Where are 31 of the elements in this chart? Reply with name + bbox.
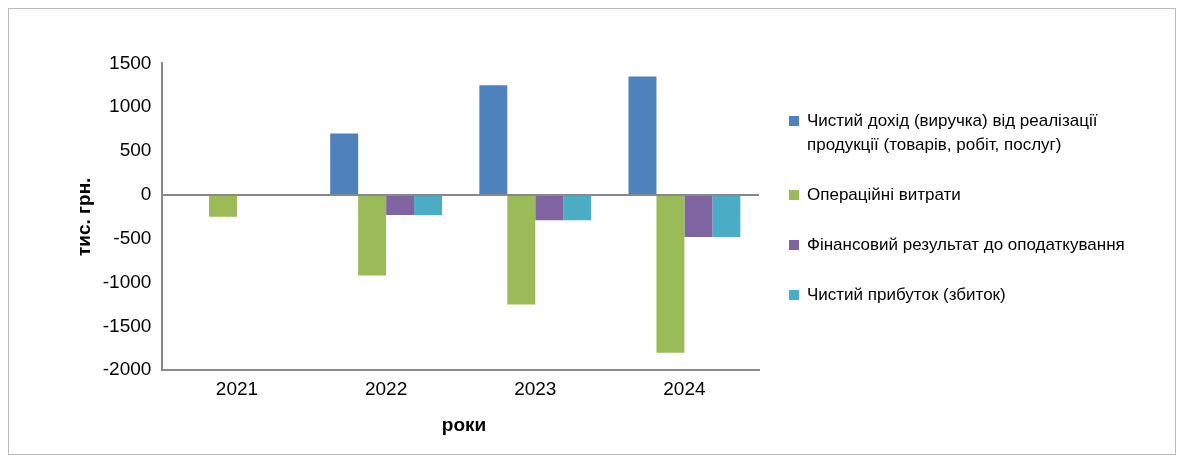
y-axis-title: тис. грн. bbox=[72, 177, 94, 256]
x-tick-label: 2022 bbox=[364, 377, 408, 399]
legend-label: Чистий дохід (виручка) від реалізації продукції (товарів, робіт, послуг) bbox=[807, 110, 1099, 156]
y-tick-label: 1000 bbox=[109, 95, 152, 117]
x-tick-label: 2023 bbox=[514, 377, 557, 399]
bar bbox=[386, 194, 415, 216]
y-tick-label: 1500 bbox=[109, 51, 152, 73]
bar bbox=[684, 194, 713, 237]
bar bbox=[358, 194, 387, 276]
legend-label: Чистий прибуток (збиток) bbox=[807, 284, 1006, 306]
bar bbox=[656, 194, 685, 353]
bar bbox=[330, 133, 359, 195]
bar bbox=[414, 194, 443, 216]
bar bbox=[563, 194, 592, 221]
bar bbox=[507, 194, 536, 305]
bar bbox=[209, 194, 237, 217]
bar bbox=[535, 194, 564, 221]
x-tick-label: 2021 bbox=[215, 377, 259, 399]
bar bbox=[712, 194, 741, 237]
bar bbox=[479, 85, 508, 195]
legend-label: Операційні витрати bbox=[807, 184, 961, 206]
bar bbox=[628, 76, 657, 195]
y-tick-label: -2000 bbox=[102, 358, 152, 380]
x-tick-label: 2024 bbox=[663, 377, 706, 399]
y-tick-label: 500 bbox=[119, 139, 152, 161]
y-tick-label: -1500 bbox=[102, 314, 152, 336]
y-tick-label: 0 bbox=[140, 183, 152, 205]
x-axis-title: роки bbox=[440, 414, 488, 436]
y-tick-label: -500 bbox=[113, 226, 152, 248]
legend-label: Фінансовий результат до оподаткування bbox=[807, 234, 1125, 256]
y-tick-label: -1000 bbox=[102, 270, 152, 292]
